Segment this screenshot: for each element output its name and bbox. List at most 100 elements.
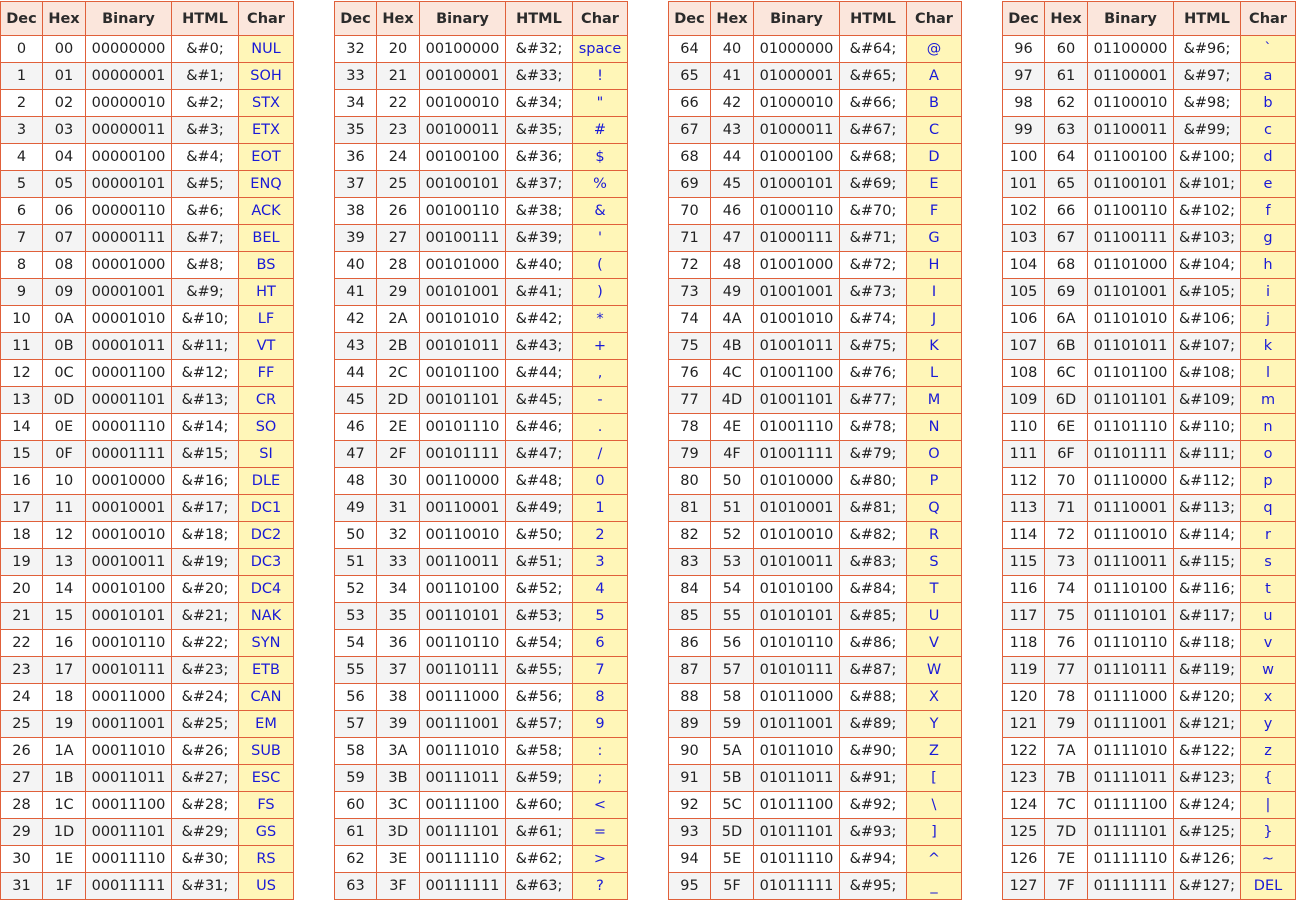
dec-cell: 84	[668, 575, 711, 603]
hex-cell: 6D	[1044, 386, 1088, 414]
dec-cell: 10	[0, 305, 43, 333]
dec-cell: 2	[0, 89, 43, 117]
char-cell: DEL	[1240, 872, 1296, 900]
dec-cell: 4	[0, 143, 43, 171]
char-cell: L	[906, 359, 962, 387]
binary-cell: 00000111	[85, 224, 172, 252]
html-cell: &#115;	[1173, 548, 1241, 576]
html-cell: &#105;	[1173, 278, 1241, 306]
binary-cell: 00010111	[85, 656, 172, 684]
table-row: 72 48 01001000 &#72; H	[668, 251, 962, 279]
hex-cell: 32	[376, 521, 420, 549]
dec-cell: 25	[0, 710, 43, 738]
html-cell: &#103;	[1173, 224, 1241, 252]
dec-cell: 37	[334, 170, 377, 198]
dec-cell: 105	[1002, 278, 1045, 306]
html-cell: &#79;	[839, 440, 907, 468]
dec-cell: 99	[1002, 116, 1045, 144]
html-cell: &#46;	[505, 413, 573, 441]
table-row: 124 7C 01111100 &#124; |	[1002, 791, 1296, 819]
char-cell: j	[1240, 305, 1296, 333]
dec-cell: 62	[334, 845, 377, 873]
dec-cell: 107	[1002, 332, 1045, 360]
html-cell: &#104;	[1173, 251, 1241, 279]
binary-cell: 01000111	[753, 224, 840, 252]
binary-cell: 00000110	[85, 197, 172, 225]
html-cell: &#16;	[171, 467, 239, 495]
dec-cell: 96	[1002, 35, 1045, 63]
table-row: 57 39 00111001 &#57; 9	[334, 710, 628, 738]
hex-cell: 23	[376, 116, 420, 144]
hex-cell: 5E	[710, 845, 754, 873]
binary-cell: 00011001	[85, 710, 172, 738]
char-cell: D	[906, 143, 962, 171]
html-cell: &#118;	[1173, 629, 1241, 657]
hex-cell: 0D	[42, 386, 86, 414]
hex-cell: 39	[376, 710, 420, 738]
char-cell: space	[572, 35, 628, 63]
dec-cell: 127	[1002, 872, 1045, 900]
dec-cell: 86	[668, 629, 711, 657]
html-cell: &#13;	[171, 386, 239, 414]
char-cell: r	[1240, 521, 1296, 549]
html-cell: &#17;	[171, 494, 239, 522]
header-hex: Hex	[1044, 1, 1088, 36]
html-cell: &#89;	[839, 710, 907, 738]
char-cell: ESC	[238, 764, 294, 792]
char-cell: NAK	[238, 602, 294, 630]
html-cell: &#121;	[1173, 710, 1241, 738]
dec-cell: 75	[668, 332, 711, 360]
char-cell: Q	[906, 494, 962, 522]
table-row: 14 0E 00001110 &#14; SO	[0, 413, 294, 441]
binary-cell: 01111111	[1087, 872, 1174, 900]
binary-cell: 00110001	[419, 494, 506, 522]
dec-cell: 16	[0, 467, 43, 495]
char-cell: K	[906, 332, 962, 360]
char-cell: c	[1240, 116, 1296, 144]
binary-cell: 01110100	[1087, 575, 1174, 603]
char-cell: >	[572, 845, 628, 873]
char-cell: FS	[238, 791, 294, 819]
dec-cell: 38	[334, 197, 377, 225]
binary-cell: 01010111	[753, 656, 840, 684]
header-row: Dec Hex Binary HTML Char	[0, 1, 294, 36]
html-cell: &#5;	[171, 170, 239, 198]
table-row: 32 20 00100000 &#32; space	[334, 35, 628, 63]
dec-cell: 40	[334, 251, 377, 279]
char-cell: p	[1240, 467, 1296, 495]
table-row: 103 67 01100111 &#103; g	[1002, 224, 1296, 252]
html-cell: &#110;	[1173, 413, 1241, 441]
dec-cell: 30	[0, 845, 43, 873]
dec-cell: 55	[334, 656, 377, 684]
hex-cell: 66	[1044, 197, 1088, 225]
dec-cell: 26	[0, 737, 43, 765]
char-cell: P	[906, 467, 962, 495]
html-cell: &#111;	[1173, 440, 1241, 468]
char-cell: u	[1240, 602, 1296, 630]
hex-cell: 7F	[1044, 872, 1088, 900]
binary-cell: 01010011	[753, 548, 840, 576]
char-cell: "	[572, 89, 628, 117]
table-row: 89 59 01011001 &#89; Y	[668, 710, 962, 738]
char-cell: f	[1240, 197, 1296, 225]
binary-cell: 00100111	[419, 224, 506, 252]
html-cell: &#39;	[505, 224, 573, 252]
html-cell: &#123;	[1173, 764, 1241, 792]
html-cell: &#88;	[839, 683, 907, 711]
html-cell: &#18;	[171, 521, 239, 549]
header-char: Char	[238, 1, 294, 36]
table-row: 78 4E 01001110 &#78; N	[668, 413, 962, 441]
dec-cell: 111	[1002, 440, 1045, 468]
hex-cell: 7A	[1044, 737, 1088, 765]
binary-cell: 01001100	[753, 359, 840, 387]
table-row: 82 52 01010010 &#82; R	[668, 521, 962, 549]
html-cell: &#24;	[171, 683, 239, 711]
hex-cell: 3A	[376, 737, 420, 765]
binary-cell: 00011110	[85, 845, 172, 873]
char-cell: DC1	[238, 494, 294, 522]
hex-cell: 69	[1044, 278, 1088, 306]
binary-cell: 01110110	[1087, 629, 1174, 657]
binary-cell: 00111101	[419, 818, 506, 846]
html-cell: &#108;	[1173, 359, 1241, 387]
dec-cell: 103	[1002, 224, 1045, 252]
